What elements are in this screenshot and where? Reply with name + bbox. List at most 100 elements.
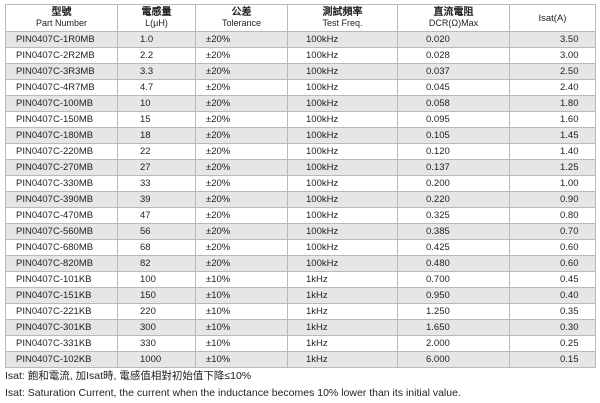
part-number-cell: PIN0407C-150MB (5, 111, 118, 128)
tolerance-cell: ±20% (195, 207, 288, 224)
note-cn: Isat: 飽和電流, 加Isat時, 電感值相對初始值下降≤10% (5, 370, 252, 382)
test-freq-cell: 1kHz (287, 319, 398, 336)
isat-cell: 0.30 (509, 319, 596, 336)
dcr-cell: 0.095 (397, 111, 510, 128)
table-row: PIN0407C-221KB 220 ±10% 1kHz 1.250 0.35 (5, 303, 596, 320)
dcr-cell: 0.480 (397, 255, 510, 272)
table-row: PIN0407C-1R0MB 1.0 ±20% 100kHz 0.020 3.50 (5, 31, 596, 48)
tolerance-cell: ±20% (195, 191, 288, 208)
test-freq-cell: 100kHz (287, 143, 398, 160)
test-freq-cell: 100kHz (287, 191, 398, 208)
dcr-cell: 0.385 (397, 223, 510, 240)
table-row: PIN0407C-560MB 56 ±20% 100kHz 0.385 0.70 (5, 223, 596, 240)
tolerance-cell: ±10% (195, 319, 288, 336)
isat-cell: 0.35 (509, 303, 596, 320)
table-row: PIN0407C-3R3MB 3.3 ±20% 100kHz 0.037 2.50 (5, 63, 596, 80)
part-number-cell: PIN0407C-220MB (5, 143, 118, 160)
header-part-number: 型號 Part Number (5, 4, 118, 32)
part-number-cell: PIN0407C-301KB (5, 319, 118, 336)
test-freq-cell: 1kHz (287, 303, 398, 320)
header-tolerance-cn: 公差 (231, 7, 252, 18)
test-freq-cell: 100kHz (287, 63, 398, 80)
test-freq-cell: 100kHz (287, 31, 398, 48)
header-dcr-cn: 直流電阻 (433, 7, 474, 18)
dcr-cell: 0.950 (397, 287, 510, 304)
table-row: PIN0407C-180MB 18 ±20% 100kHz 0.105 1.45 (5, 127, 596, 144)
header-test-freq-en: Test Freq. (322, 18, 363, 28)
header-dcr: 直流電阻 DCR(Ω)Max (397, 4, 510, 32)
inductance-cell: 22 (117, 143, 196, 160)
inductance-cell: 47 (117, 207, 196, 224)
part-number-cell: PIN0407C-270MB (5, 159, 118, 176)
inductance-cell: 220 (117, 303, 196, 320)
test-freq-cell: 100kHz (287, 239, 398, 256)
dcr-cell: 0.425 (397, 239, 510, 256)
tolerance-cell: ±20% (195, 143, 288, 160)
header-inductance: 電感量 L(μH) (117, 4, 196, 32)
header-dcr-en: DCR(Ω)Max (428, 18, 479, 28)
inductance-cell: 82 (117, 255, 196, 272)
test-freq-cell: 1kHz (287, 335, 398, 352)
part-number-cell: PIN0407C-820MB (5, 255, 118, 272)
inductance-cell: 10 (117, 95, 196, 112)
tolerance-cell: ±20% (195, 239, 288, 256)
isat-cell: 0.25 (509, 335, 596, 352)
inductance-cell: 100 (117, 271, 196, 288)
dcr-cell: 0.200 (397, 175, 510, 192)
test-freq-cell: 100kHz (287, 47, 398, 64)
table-row: PIN0407C-820MB 82 ±20% 100kHz 0.480 0.60 (5, 255, 596, 272)
part-number-cell: PIN0407C-4R7MB (5, 79, 118, 96)
tolerance-cell: ±20% (195, 127, 288, 144)
isat-cell: 2.50 (509, 63, 596, 80)
test-freq-cell: 100kHz (287, 175, 398, 192)
header-part-number-cn: 型號 (51, 7, 72, 18)
inductance-cell: 27 (117, 159, 196, 176)
isat-cell: 0.45 (509, 271, 596, 288)
part-number-cell: PIN0407C-330MB (5, 175, 118, 192)
tolerance-cell: ±20% (195, 111, 288, 128)
inductance-cell: 3.3 (117, 63, 196, 80)
table-row: PIN0407C-680MB 68 ±20% 100kHz 0.425 0.60 (5, 239, 596, 256)
isat-cell: 0.60 (509, 239, 596, 256)
tolerance-cell: ±20% (195, 95, 288, 112)
table-row: PIN0407C-301KB 300 ±10% 1kHz 1.650 0.30 (5, 319, 596, 336)
inductance-cell: 1.0 (117, 31, 196, 48)
table-row: PIN0407C-100MB 10 ±20% 100kHz 0.058 1.80 (5, 95, 596, 112)
table-row: PIN0407C-2R2MB 2.2 ±20% 100kHz 0.028 3.00 (5, 47, 596, 64)
header-part-number-en: Part Number (35, 18, 88, 28)
dcr-cell: 6.000 (397, 351, 510, 368)
table-row: PIN0407C-470MB 47 ±20% 100kHz 0.325 0.80 (5, 207, 596, 224)
header-test-freq-cn: 測試頻率 (322, 7, 363, 18)
isat-cell: 1.45 (509, 127, 596, 144)
dcr-cell: 0.700 (397, 271, 510, 288)
tolerance-cell: ±10% (195, 303, 288, 320)
table-header-row: 型號 Part Number 電感量 L(μH) 公差 Tolerance 測試… (5, 4, 596, 32)
header-inductance-cn: 電感量 (141, 7, 172, 18)
inductance-cell: 39 (117, 191, 196, 208)
inductance-cell: 15 (117, 111, 196, 128)
part-number-cell: PIN0407C-390MB (5, 191, 118, 208)
isat-cell: 0.80 (509, 207, 596, 224)
dcr-cell: 1.650 (397, 319, 510, 336)
dcr-cell: 0.037 (397, 63, 510, 80)
part-number-cell: PIN0407C-180MB (5, 127, 118, 144)
part-number-cell: PIN0407C-101KB (5, 271, 118, 288)
header-test-freq: 測試頻率 Test Freq. (287, 4, 398, 32)
dcr-cell: 1.250 (397, 303, 510, 320)
test-freq-cell: 100kHz (287, 255, 398, 272)
isat-cell: 1.00 (509, 175, 596, 192)
dcr-cell: 0.028 (397, 47, 510, 64)
table-row: PIN0407C-102KB 1000 ±10% 1kHz 6.000 0.15 (5, 351, 596, 368)
tolerance-cell: ±20% (195, 79, 288, 96)
dcr-cell: 0.220 (397, 191, 510, 208)
inductance-cell: 4.7 (117, 79, 196, 96)
inductance-cell: 150 (117, 287, 196, 304)
test-freq-cell: 1kHz (287, 351, 398, 368)
inductance-cell: 68 (117, 239, 196, 256)
dcr-cell: 0.137 (397, 159, 510, 176)
dcr-cell: 0.045 (397, 79, 510, 96)
test-freq-cell: 100kHz (287, 207, 398, 224)
inductance-cell: 2.2 (117, 47, 196, 64)
test-freq-cell: 1kHz (287, 271, 398, 288)
